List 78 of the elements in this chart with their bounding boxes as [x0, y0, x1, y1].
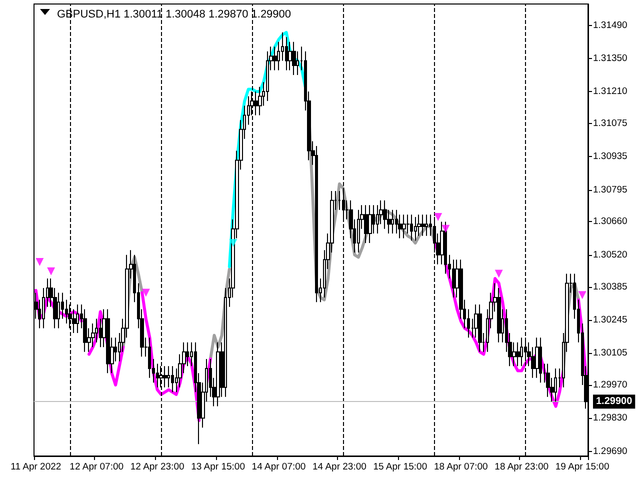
point	[47, 267, 56, 276]
y-tick-label: 1.30935	[593, 151, 628, 162]
x-tick-label: 14 Apr 23:00	[312, 462, 366, 472]
point	[142, 288, 150, 297]
candlestick	[258, 86, 262, 116]
candlestick	[83, 308, 87, 352]
candlestick	[266, 50, 269, 102]
y-tick-label: 1.30795	[593, 184, 628, 196]
y-tick-label: 1.30385	[593, 281, 628, 292]
candlestick	[414, 216, 417, 242]
candlestick	[106, 308, 110, 374]
x-tick-label: 15 Apr 15:00	[373, 462, 428, 472]
candlestick	[383, 200, 387, 230]
candlestick	[398, 214, 402, 239]
candlestick	[288, 41, 292, 71]
candlestick	[148, 337, 151, 378]
candlestick	[546, 363, 550, 398]
x-tick-label: 19 Apr 15:00	[555, 462, 610, 472]
candlestick	[497, 287, 501, 343]
point	[36, 258, 44, 266]
chart-title: GBPUSD,H1 1.30011 1.30048 1.29870 1.29900	[57, 8, 292, 20]
point	[229, 239, 238, 248]
x-tick-label: 13 Apr 15:00	[191, 462, 245, 472]
candlestick	[421, 214, 425, 236]
point	[434, 212, 442, 221]
candlestick	[254, 91, 258, 116]
y-tick-label: 1.31075	[593, 118, 628, 130]
candlestick	[402, 214, 406, 239]
candlestick	[273, 46, 277, 71]
candlestick	[171, 366, 174, 393]
y-tick-label: 1.30245	[593, 314, 628, 326]
candlestick	[368, 204, 372, 244]
candlestick	[444, 221, 447, 274]
x-tick-label: 12 Apr 23:00	[130, 462, 184, 472]
candlestick	[76, 304, 79, 334]
y-tick-label: 1.31350	[593, 52, 628, 64]
candlestick	[364, 204, 368, 244]
y-tick-label: 1.29830	[593, 412, 628, 424]
point	[442, 224, 450, 233]
candlestick	[391, 209, 394, 234]
candlestick	[91, 322, 95, 348]
y-tick-label: 1.30660	[593, 216, 628, 228]
candlestick	[167, 366, 170, 388]
candlestick	[285, 36, 288, 71]
candlestick	[57, 292, 60, 329]
candlestick	[95, 318, 98, 343]
x-tick-label: 18 Apr 23:00	[494, 462, 549, 472]
x-tick-label: 11 Apr 2022	[10, 462, 62, 472]
y-tick-label: 1.31490	[593, 20, 628, 31]
x-tick-label: 12 Apr 07:00	[70, 462, 124, 472]
candlestick	[357, 209, 360, 253]
y-tick-label: 1.29690	[593, 446, 628, 457]
candlestick	[216, 342, 220, 407]
candlestick	[163, 366, 167, 388]
candlestick	[539, 337, 542, 384]
candlestick	[156, 363, 159, 388]
candlestick	[516, 342, 520, 367]
x-tick-label: 18 Apr 07:00	[434, 462, 488, 472]
candlestick	[376, 204, 379, 234]
candlestick	[417, 214, 421, 236]
candlestick	[292, 41, 296, 76]
ref-line-label: 1.29900	[596, 396, 633, 408]
y-tick-label: 1.30520	[593, 249, 628, 260]
point	[494, 270, 503, 278]
candlestick	[410, 214, 413, 242]
candlestick	[452, 259, 455, 298]
candlestick	[554, 368, 557, 402]
candlestick	[535, 337, 539, 378]
y-tick-label: 1.31210	[593, 86, 628, 98]
y-tick-label: 1.30105	[593, 348, 628, 359]
candlestick	[395, 209, 398, 234]
candlestick	[315, 145, 318, 303]
y-tick-label: 1.29970	[593, 380, 628, 391]
candlestick	[478, 304, 482, 352]
point	[578, 291, 586, 300]
x-tick-label: 14 Apr 07:00	[252, 462, 306, 472]
candlestick	[520, 337, 523, 367]
candlestick	[425, 214, 428, 236]
